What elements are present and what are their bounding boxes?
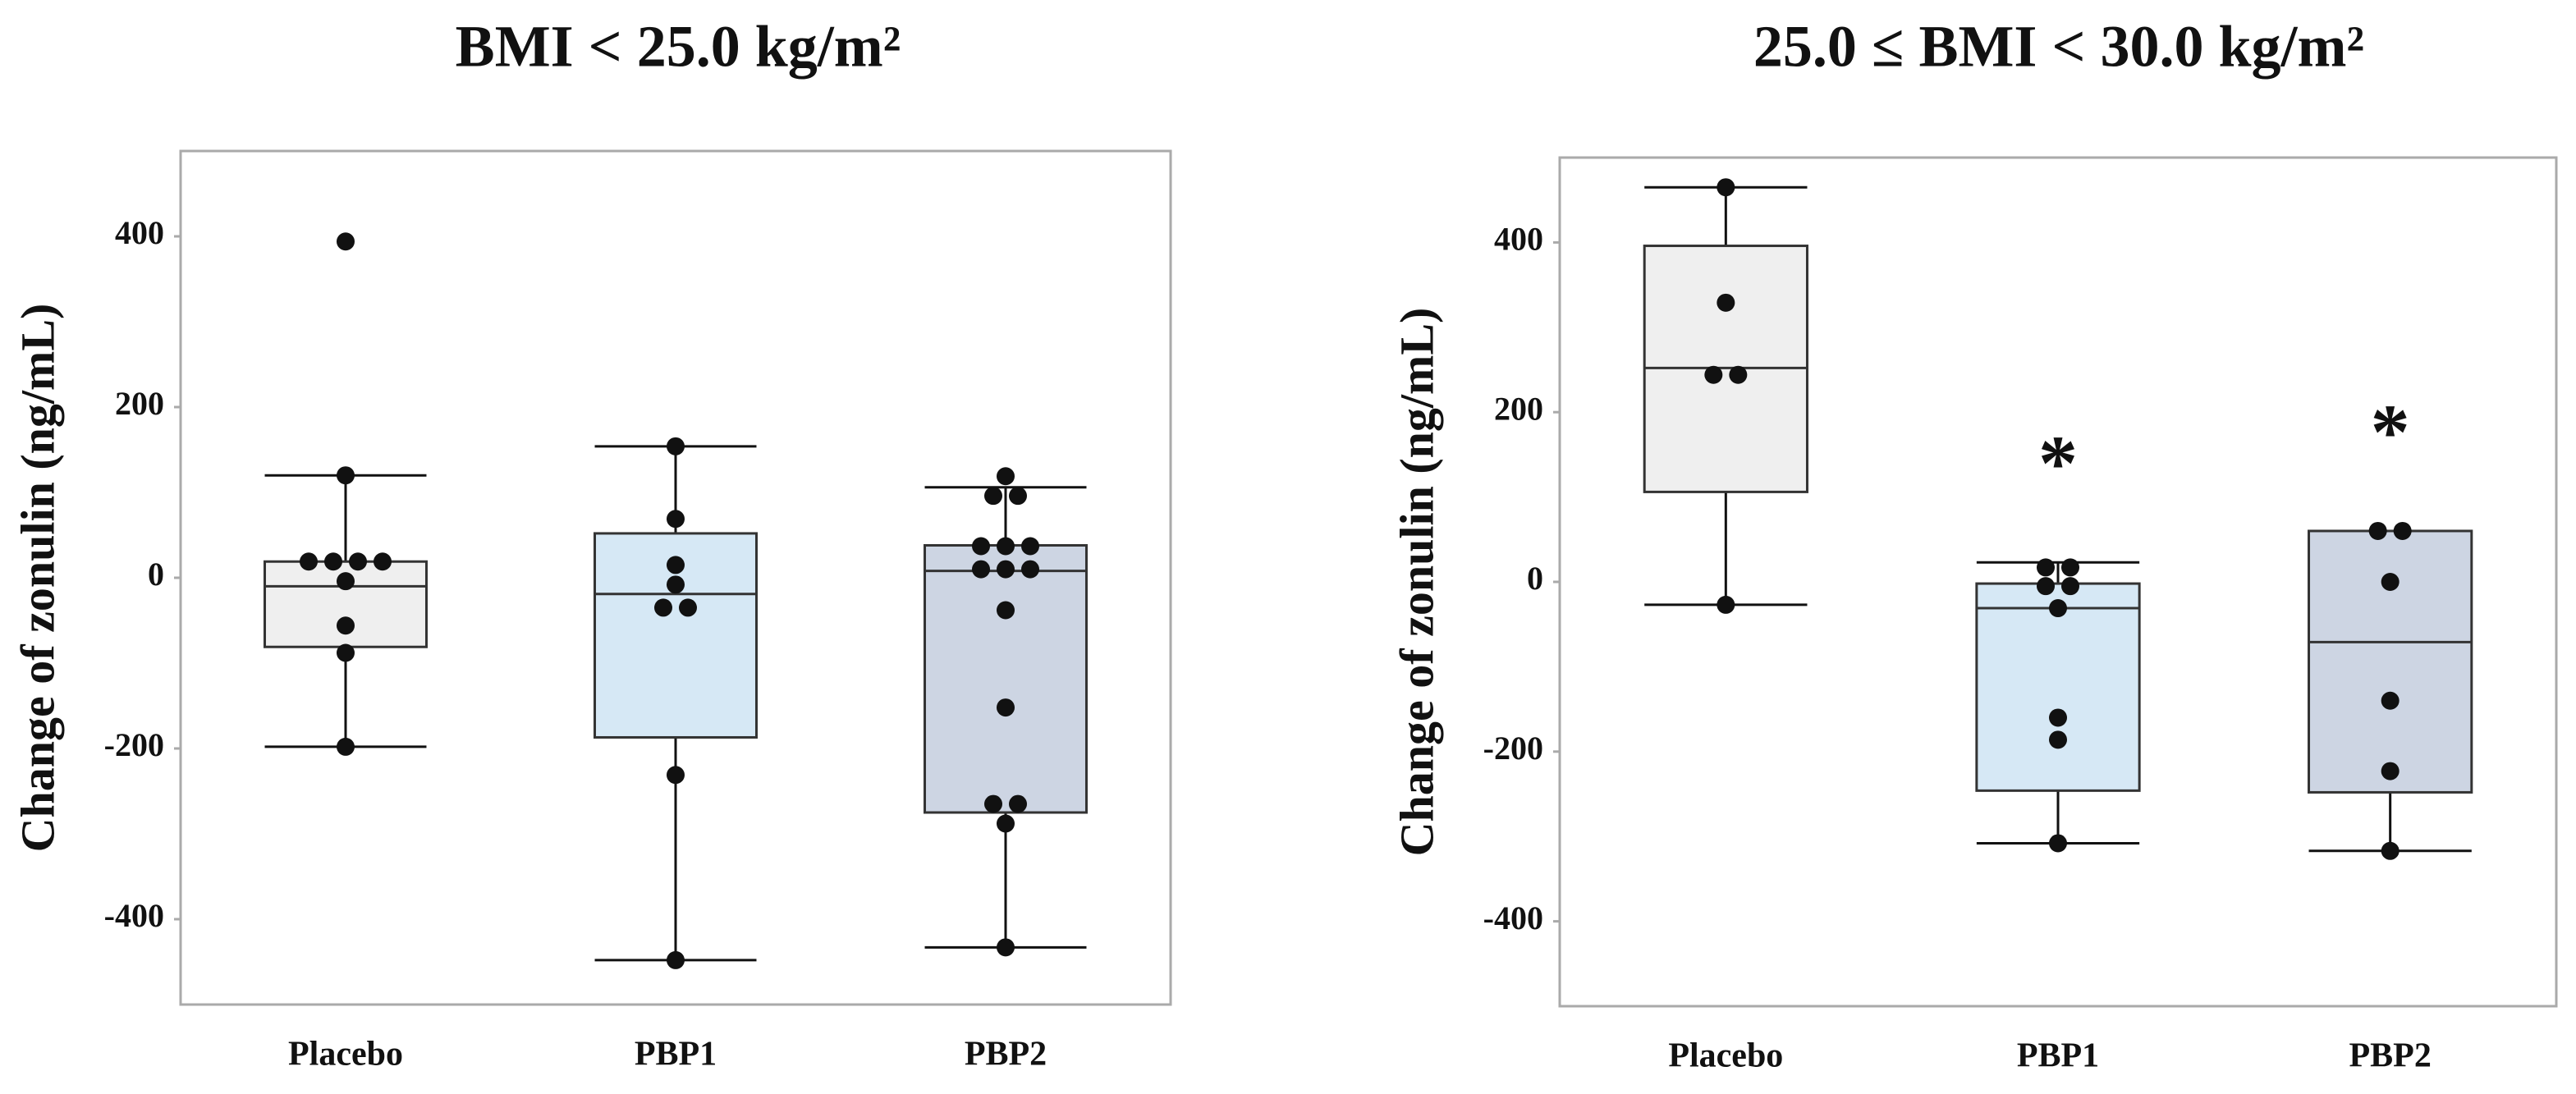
data-point bbox=[337, 232, 355, 251]
data-point bbox=[2049, 708, 2067, 727]
x-tick-label: PBP2 bbox=[965, 1036, 1047, 1073]
data-point bbox=[300, 552, 318, 571]
data-point bbox=[997, 814, 1015, 833]
data-point bbox=[1717, 178, 1735, 197]
y-tick-label: -200 bbox=[104, 726, 164, 763]
data-point bbox=[972, 537, 990, 556]
data-point bbox=[1729, 365, 1748, 384]
data-point bbox=[337, 616, 355, 635]
data-point bbox=[1717, 595, 1735, 614]
data-point bbox=[2049, 834, 2067, 853]
data-point bbox=[2381, 841, 2400, 860]
data-point bbox=[984, 794, 1002, 813]
data-point bbox=[324, 552, 342, 571]
data-point bbox=[667, 510, 685, 529]
data-point bbox=[679, 598, 697, 617]
y-tick-label: 0 bbox=[148, 556, 164, 593]
x-tick-label: PBP2 bbox=[2349, 1037, 2432, 1075]
data-point bbox=[997, 938, 1015, 957]
data-point bbox=[374, 552, 392, 571]
data-point bbox=[2061, 558, 2079, 577]
data-point bbox=[997, 467, 1015, 486]
significance-marker: * bbox=[2371, 388, 2410, 476]
data-point bbox=[2037, 577, 2055, 596]
data-point bbox=[2381, 762, 2400, 780]
significance-marker: * bbox=[2038, 419, 2078, 507]
data-point bbox=[337, 572, 355, 591]
data-point bbox=[654, 598, 672, 617]
x-tick-label: PBP1 bbox=[635, 1036, 717, 1073]
box bbox=[924, 543, 1088, 814]
data-point bbox=[337, 466, 355, 485]
y-tick-label: -400 bbox=[104, 897, 164, 934]
data-point bbox=[1704, 365, 1723, 384]
data-point bbox=[667, 556, 685, 574]
y-tick-label: 0 bbox=[1527, 560, 1543, 597]
data-point bbox=[997, 537, 1015, 556]
data-point bbox=[984, 487, 1002, 506]
chart-title: BMI < 25.0 kg/m² bbox=[456, 14, 901, 80]
data-point bbox=[667, 437, 685, 455]
y-tick-label: 400 bbox=[115, 214, 164, 251]
y-tick-label: 200 bbox=[1494, 390, 1543, 427]
data-point bbox=[2061, 577, 2079, 596]
x-tick-label: Placebo bbox=[1668, 1037, 1783, 1075]
box bbox=[1975, 582, 2141, 792]
data-point bbox=[1717, 293, 1735, 312]
data-point bbox=[667, 950, 685, 969]
data-point bbox=[972, 560, 990, 579]
data-point bbox=[1009, 487, 1027, 506]
y-axis-label: Change of zonulin (ng/mL) bbox=[11, 304, 64, 853]
data-point bbox=[337, 737, 355, 756]
data-point bbox=[2049, 730, 2067, 749]
chart-title: 25.0 ≤ BMI < 30.0 kg/m² bbox=[1753, 14, 2364, 80]
data-point bbox=[1021, 537, 1039, 556]
data-point bbox=[1021, 560, 1039, 579]
y-tick-label: -200 bbox=[1483, 730, 1543, 767]
x-tick-label: PBP1 bbox=[2017, 1037, 2099, 1075]
x-tick-label: Placebo bbox=[288, 1036, 403, 1073]
data-point bbox=[667, 575, 685, 594]
data-point bbox=[997, 560, 1015, 579]
data-point bbox=[337, 643, 355, 662]
box bbox=[2308, 529, 2473, 794]
y-tick-label: -400 bbox=[1483, 899, 1543, 936]
data-point bbox=[997, 698, 1015, 717]
y-axis-label: Change of zonulin (ng/mL) bbox=[1390, 308, 1443, 857]
data-point bbox=[997, 601, 1015, 620]
data-point bbox=[2037, 558, 2055, 577]
data-point bbox=[2381, 573, 2400, 591]
data-point bbox=[2368, 521, 2387, 540]
y-tick-label: 400 bbox=[1494, 221, 1543, 258]
data-point bbox=[349, 552, 367, 571]
data-point bbox=[2049, 599, 2067, 618]
data-point bbox=[2381, 691, 2400, 710]
data-point bbox=[2393, 521, 2412, 540]
data-point bbox=[667, 766, 685, 785]
data-point bbox=[1009, 794, 1027, 813]
y-tick-label: 200 bbox=[115, 385, 164, 422]
